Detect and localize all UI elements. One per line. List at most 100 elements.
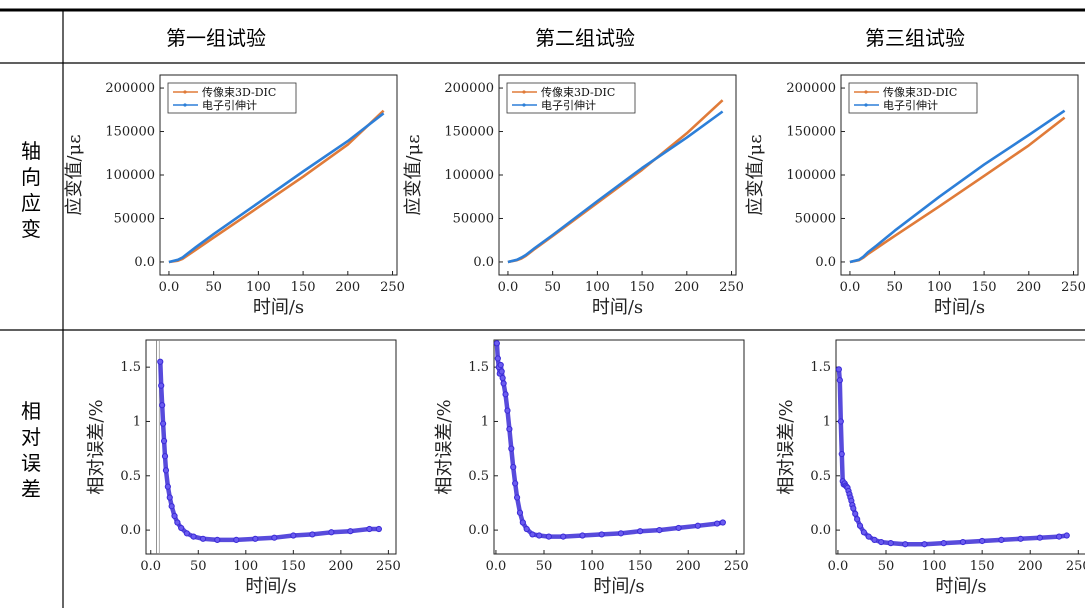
chart-error-3: 0.0 50 100 150 200 250 0.0 0.5 1 1.5 时间/s 相对误差/%: [776, 339, 1085, 597]
data-point: [160, 437, 168, 445]
data-point: [159, 402, 166, 409]
legend-label: 传像束3D-DIC: [883, 86, 957, 99]
x-tick-label: 250: [724, 559, 749, 574]
row-label-char: 误: [21, 451, 41, 475]
x-tick-label: 200: [1016, 280, 1041, 295]
y-axis-title: 应变值/με: [64, 134, 85, 215]
x-tick-label: 0.0: [486, 559, 507, 574]
series-line-dic: [507, 99, 724, 264]
data-point: [878, 538, 885, 546]
x-tick-label: 250: [380, 280, 405, 295]
x-axis-title: 时间/s: [253, 297, 304, 318]
series-line-extensometer: [168, 112, 385, 264]
y-tick-label: 0.0: [134, 255, 155, 270]
data-point: [498, 368, 505, 375]
data-point: [500, 380, 507, 387]
data-point: [713, 520, 721, 527]
data-point: [516, 509, 524, 516]
x-tick-label: 250: [376, 559, 401, 574]
row-label-strain: 轴 向 应 变: [21, 139, 41, 241]
series-trail: [836, 367, 1070, 547]
chart-strain-2: 0.0 50 100 150 200 250 0.0 50000 100000 150000 200…: [403, 74, 744, 318]
data-point: [493, 340, 500, 347]
legend-marker: [522, 90, 526, 94]
data-point: [545, 533, 552, 540]
y-tick-label: 0.5: [120, 469, 141, 484]
data-point: [499, 374, 506, 382]
legend-marker: [183, 90, 187, 94]
data-point: [836, 377, 843, 384]
x-tick-label: 100: [246, 280, 271, 295]
data-point: [290, 532, 297, 539]
x-tick-label: 150: [630, 280, 655, 295]
y-tick-label: 200000: [786, 81, 836, 96]
row-label-char: 相: [21, 399, 41, 423]
y-axis-title: 相对误差/%: [776, 399, 797, 494]
y-tick-label: 0.0: [810, 523, 831, 538]
data-point: [160, 420, 167, 427]
x-tick-label: 150: [972, 280, 997, 295]
x-tick-label: 50: [536, 559, 553, 574]
data-point: [860, 529, 867, 536]
data-point: [506, 425, 513, 433]
data-point: [1055, 533, 1063, 540]
column-header-2: 第二组试验: [535, 26, 635, 50]
data-point: [375, 525, 382, 533]
y-tick-label: 50000: [795, 211, 836, 226]
y-tick-label: 200000: [105, 81, 155, 96]
data-point: [190, 533, 197, 540]
row-label-char: 对: [21, 425, 41, 449]
x-tick-label: 250: [1061, 280, 1085, 295]
data-point: [508, 445, 515, 452]
plot-frame: [145, 339, 397, 555]
legend-marker: [864, 103, 868, 107]
data-point: [512, 480, 519, 487]
data-point: [838, 450, 845, 458]
data-point: [940, 540, 947, 547]
data-point: [164, 483, 171, 490]
x-tick-label: 0.0: [140, 559, 161, 574]
row-label-error: 相 对 误 差: [21, 399, 41, 501]
y-tick-label: 0.0: [120, 523, 141, 538]
row-label-char: 轴: [21, 139, 41, 163]
data-point: [656, 527, 663, 534]
data-point: [852, 510, 859, 517]
legend-box: [506, 82, 636, 114]
data-point: [998, 536, 1005, 543]
x-tick-label: 100: [580, 559, 605, 574]
data-point: [837, 418, 844, 425]
y-axis-title: 相对误差/%: [434, 399, 455, 494]
data-point: [504, 407, 511, 414]
x-tick-label: 50: [544, 280, 561, 295]
column-header-1: 第一组试验: [166, 26, 266, 50]
data-point: [598, 531, 605, 538]
x-tick-label: 0.0: [498, 280, 519, 295]
legend-label: 传像束3D-DIC: [541, 86, 615, 99]
chart-error-2: 0.0 50 100 150 200 250 0.0 0.5 1 1.5 时间/s 相对误差/%: [434, 339, 749, 597]
data-point: [233, 536, 240, 543]
legend-marker: [864, 90, 868, 94]
x-axis-title: 时间/s: [935, 576, 986, 597]
series-line-dic: [168, 109, 385, 264]
row-label-char: 向: [21, 165, 41, 189]
data-point: [1036, 534, 1043, 541]
data-point: [617, 530, 625, 537]
x-tick-label: 250: [719, 280, 744, 295]
data-point: [252, 535, 259, 542]
data-point: [347, 528, 354, 535]
plot-frame: [835, 339, 1085, 555]
x-tick-label: 150: [291, 280, 316, 295]
series-line-extensometer: [507, 110, 724, 264]
data-point: [1063, 532, 1070, 539]
y-tick-label: 50000: [114, 211, 155, 226]
y-axis-title: 应变值/με: [745, 134, 766, 215]
data-point: [579, 532, 586, 539]
x-tick-label: 50: [878, 559, 895, 574]
y-tick-label: 0.5: [810, 469, 831, 484]
y-axis-title: 应变值/με: [403, 134, 424, 215]
data-point: [497, 361, 504, 369]
data-point: [1017, 535, 1024, 542]
data-point: [523, 525, 530, 533]
data-point: [271, 534, 278, 541]
